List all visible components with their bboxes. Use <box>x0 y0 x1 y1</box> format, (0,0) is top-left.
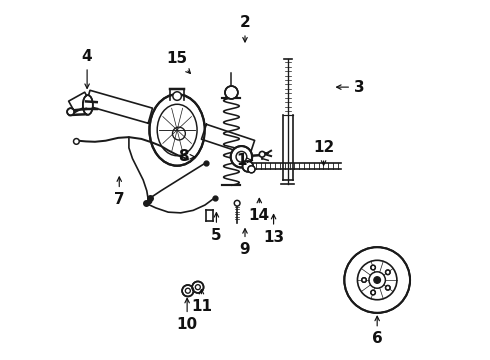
Circle shape <box>374 277 380 283</box>
Text: 10: 10 <box>176 298 197 332</box>
Circle shape <box>74 139 79 144</box>
Polygon shape <box>69 92 91 112</box>
Text: 13: 13 <box>263 215 284 245</box>
Text: 3: 3 <box>337 80 365 95</box>
Text: 9: 9 <box>240 229 250 257</box>
Circle shape <box>192 282 203 293</box>
Text: 4: 4 <box>82 49 93 89</box>
Text: 11: 11 <box>191 289 212 314</box>
Text: 1: 1 <box>236 153 252 168</box>
Text: 2: 2 <box>240 15 250 42</box>
Circle shape <box>225 86 238 99</box>
Text: 14: 14 <box>249 198 270 223</box>
Circle shape <box>371 290 375 295</box>
Circle shape <box>182 285 194 296</box>
Text: 15: 15 <box>166 51 191 73</box>
Circle shape <box>386 270 390 275</box>
Text: 7: 7 <box>114 177 124 207</box>
Circle shape <box>362 278 367 282</box>
Circle shape <box>344 247 410 313</box>
Text: 6: 6 <box>372 316 383 346</box>
Circle shape <box>234 201 240 206</box>
Circle shape <box>386 285 390 290</box>
Ellipse shape <box>83 95 93 115</box>
Circle shape <box>173 92 181 100</box>
Circle shape <box>248 166 255 173</box>
Circle shape <box>259 152 265 157</box>
Polygon shape <box>86 90 152 123</box>
Text: 12: 12 <box>313 140 334 165</box>
Circle shape <box>67 108 74 115</box>
Circle shape <box>371 265 375 270</box>
Ellipse shape <box>149 94 205 166</box>
Circle shape <box>231 146 252 167</box>
Polygon shape <box>201 124 255 155</box>
Circle shape <box>243 161 253 172</box>
Text: 5: 5 <box>211 213 222 243</box>
Text: 8: 8 <box>178 149 195 164</box>
